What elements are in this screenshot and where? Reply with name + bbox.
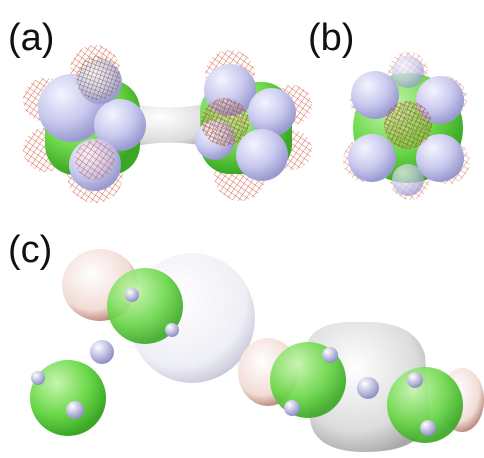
- panel-c-image: [30, 249, 484, 452]
- panel-a-image: [23, 45, 312, 203]
- panel-b-image: [343, 52, 470, 200]
- panel-label: (c): [8, 229, 52, 271]
- panel-label: (a): [8, 17, 54, 59]
- panel-label: (b): [308, 17, 354, 59]
